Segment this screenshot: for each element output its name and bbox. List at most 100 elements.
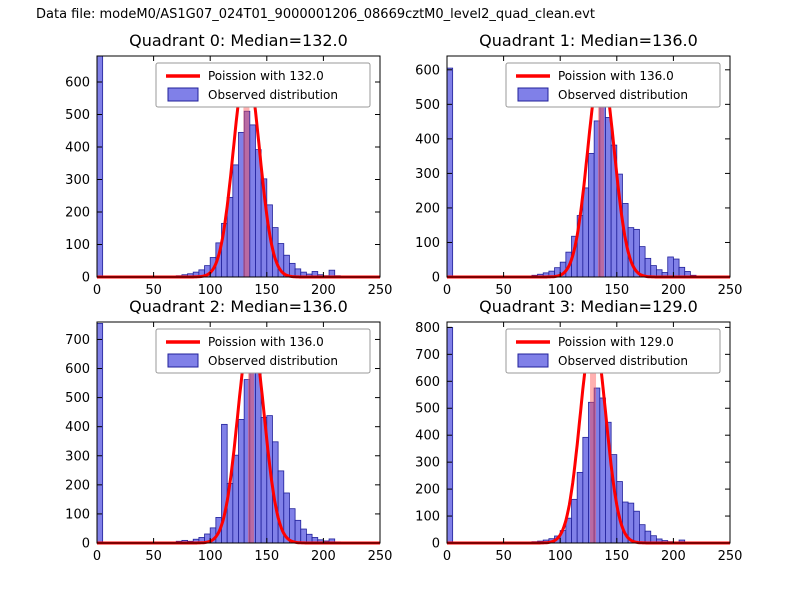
y-tick-label: 100 xyxy=(65,507,90,522)
x-tick-label: 150 xyxy=(254,283,279,298)
subplot-title-quadrant-3: Quadrant 3: Median=129.0 xyxy=(479,297,698,316)
y-tick-label: 400 xyxy=(65,141,90,156)
histogram-bar xyxy=(644,530,652,544)
histogram-bar xyxy=(588,152,595,278)
x-tick-label: 150 xyxy=(604,549,629,564)
y-tick-label: 0 xyxy=(432,271,440,286)
subplot-title-quadrant-0: Quadrant 0: Median=132.0 xyxy=(129,31,348,50)
y-tick-label: 0 xyxy=(82,271,90,286)
legend-box xyxy=(505,62,721,108)
y-tick-label: 300 xyxy=(415,456,440,471)
x-tick-label: 0 xyxy=(443,283,451,298)
histogram-bar xyxy=(639,246,646,278)
histogram-bar xyxy=(605,117,612,278)
legend-label-poisson: Poission with 129.0 xyxy=(558,335,674,349)
axes-frame xyxy=(96,321,381,544)
histogram-bar xyxy=(96,55,104,278)
y-tick-label: 300 xyxy=(65,173,90,188)
legend-label-poisson: Poission with 132.0 xyxy=(208,69,324,83)
legend-box xyxy=(155,328,371,374)
histogram-bar xyxy=(238,131,245,278)
x-tick-label: 100 xyxy=(198,283,223,298)
y-tick-label: 500 xyxy=(415,98,440,113)
histogram-bar xyxy=(633,510,640,544)
y-tick-label: 100 xyxy=(415,510,440,525)
histogram-bar xyxy=(96,323,104,544)
axes-frame xyxy=(446,321,731,544)
y-tick-label: 200 xyxy=(415,483,440,498)
y-tick-label: 600 xyxy=(65,362,90,377)
x-tick-label: 250 xyxy=(718,549,743,564)
y-tick-label: 700 xyxy=(65,333,90,348)
subplot-quadrant-3: 0 50 100 150 200 250 0 100 200 300 400 500 600 700 800… xyxy=(415,321,742,564)
x-tick-label: 200 xyxy=(311,283,336,298)
subplot-quadrant-2: 0 50 100 150 200 250 0 100 200 300 400 500 600 700 Poi… xyxy=(65,321,393,564)
legend-label-poisson: Poission with 136.0 xyxy=(208,335,324,349)
subplot-title-quadrant-2: Quadrant 2: Median=136.0 xyxy=(129,297,348,316)
median-band xyxy=(590,332,597,543)
x-tick-label: 100 xyxy=(548,549,573,564)
histogram-bar xyxy=(644,257,652,278)
y-tick-label: 700 xyxy=(415,348,440,363)
legend-patch-sample xyxy=(167,353,199,368)
histogram-bar xyxy=(446,67,454,278)
y-tick-label: 200 xyxy=(65,206,90,221)
y-tick-label: 400 xyxy=(415,429,440,444)
histogram-bar xyxy=(232,454,239,544)
histogram-bar xyxy=(576,471,584,544)
x-tick-label: 50 xyxy=(495,283,512,298)
x-tick-label: 50 xyxy=(495,549,512,564)
y-tick-label: 0 xyxy=(82,537,90,552)
y-tick-label: 400 xyxy=(65,420,90,435)
x-tick-label: 250 xyxy=(368,283,393,298)
y-tick-label: 600 xyxy=(415,375,440,390)
histogram-bar xyxy=(294,519,302,544)
histogram-bar xyxy=(667,256,674,278)
x-tick-label: 200 xyxy=(311,549,336,564)
y-tick-label: 100 xyxy=(415,236,440,251)
x-tick-label: 150 xyxy=(254,549,279,564)
axes-frame xyxy=(446,55,731,278)
legend-label-observed: Observed distribution xyxy=(558,88,688,102)
median-band xyxy=(597,66,604,277)
legend-patch-sample xyxy=(517,353,549,368)
x-tick-label: 200 xyxy=(661,549,686,564)
legend-label-observed: Observed distribution xyxy=(208,354,338,368)
y-tick-label: 800 xyxy=(415,321,440,336)
x-tick-label: 50 xyxy=(145,283,162,298)
median-band xyxy=(247,330,254,543)
y-tick-label: 100 xyxy=(65,238,90,253)
x-tick-label: 250 xyxy=(718,283,743,298)
x-tick-label: 0 xyxy=(93,283,101,298)
x-tick-label: 0 xyxy=(443,549,451,564)
x-tick-label: 50 xyxy=(145,549,162,564)
figure-title: Data file: modeM0/AS1G07_024T01_90000012… xyxy=(36,7,595,22)
histogram-bar xyxy=(599,397,606,544)
histogram-bar xyxy=(249,124,256,278)
legend-patch-sample xyxy=(517,87,549,102)
y-tick-label: 0 xyxy=(432,537,440,552)
x-tick-label: 250 xyxy=(368,549,393,564)
histogram-bar xyxy=(582,436,589,544)
y-tick-label: 300 xyxy=(415,167,440,182)
subplot-title-quadrant-1: Quadrant 1: Median=136.0 xyxy=(479,31,698,50)
y-tick-label: 600 xyxy=(65,76,90,91)
median-band xyxy=(243,65,250,277)
legend-patch-sample xyxy=(167,87,199,102)
histogram-bar xyxy=(650,265,657,278)
legend-label-poisson: Poission with 136.0 xyxy=(558,69,674,83)
y-tick-label: 200 xyxy=(65,478,90,493)
histogram-bar xyxy=(289,508,296,544)
y-tick-label: 500 xyxy=(65,391,90,406)
y-tick-label: 400 xyxy=(415,132,440,147)
histogram-bar xyxy=(582,187,589,278)
histogram-bar xyxy=(673,258,680,278)
x-tick-label: 0 xyxy=(93,549,101,564)
histogram-bar xyxy=(300,528,307,544)
x-tick-label: 100 xyxy=(198,549,223,564)
y-tick-label: 300 xyxy=(65,449,90,464)
subplot-quadrant-1: 0 50 100 150 200 250 0 100 200 300 400 500 600 Poissi… xyxy=(415,55,743,298)
histogram-bar xyxy=(238,419,245,544)
